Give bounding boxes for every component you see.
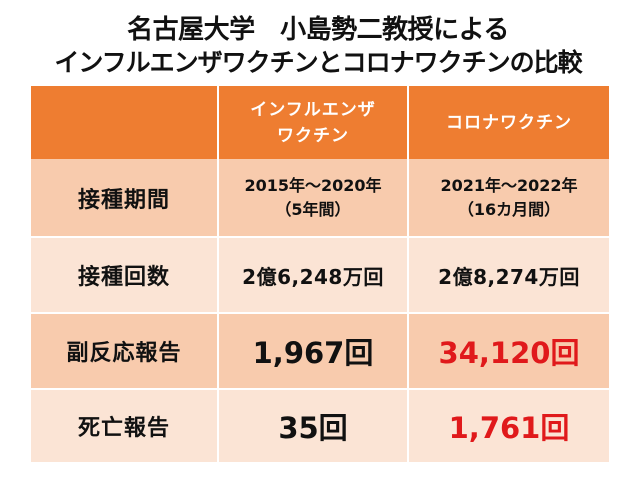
adverse-corona-value: 34,120回	[407, 312, 609, 388]
title-line-2: インフルエンザワクチンとコロナワクチンの比較	[54, 48, 582, 77]
row-label-period: 接種期間	[31, 159, 217, 236]
doses-corona-value: 2億8,274万回	[407, 236, 609, 312]
header-corner-cell	[31, 86, 217, 159]
deaths-influenza-value: 35回	[217, 388, 407, 462]
period-corona-duration: （16カ月間）	[457, 199, 561, 219]
title-line-1: 名古屋大学 小島勢二教授による	[127, 15, 509, 45]
comparison-table: インフルエンザ ワクチン コロナワクチン 接種期間 2015年～2020年 （5…	[31, 86, 609, 462]
row-label-doses: 接種回数	[31, 236, 217, 312]
period-corona-cell: 2021年～2022年 （16カ月間）	[407, 159, 609, 236]
period-influenza-duration: （5年間）	[275, 199, 351, 219]
period-influenza-range: 2015年～2020年	[244, 175, 382, 195]
header-influenza-label-line1: インフルエンザ	[250, 99, 376, 120]
row-label-deaths: 死亡報告	[31, 388, 217, 462]
header-influenza-label-line2: ワクチン	[277, 125, 349, 146]
deaths-corona-value: 1,761回	[407, 388, 609, 462]
header-corona-cell: コロナワクチン	[407, 86, 609, 159]
header-influenza-cell: インフルエンザ ワクチン	[217, 86, 407, 159]
period-influenza-cell: 2015年～2020年 （5年間）	[217, 159, 407, 236]
header-corona-label: コロナワクチン	[446, 112, 572, 133]
period-corona-range: 2021年～2022年	[440, 175, 578, 195]
adverse-influenza-value: 1,967回	[217, 312, 407, 388]
row-label-adverse-reactions: 副反応報告	[31, 312, 217, 388]
doses-influenza-value: 2億6,248万回	[217, 236, 407, 312]
